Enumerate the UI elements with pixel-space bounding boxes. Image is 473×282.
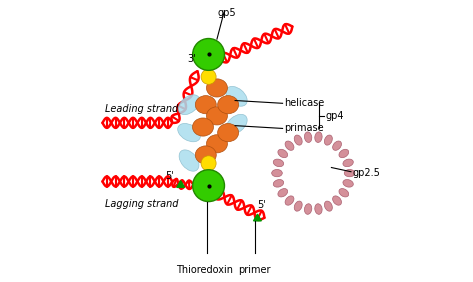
Text: helicase: helicase (284, 98, 324, 108)
Ellipse shape (226, 86, 247, 106)
Text: 5': 5' (257, 200, 266, 210)
Text: primer: primer (238, 265, 271, 275)
Text: primase: primase (284, 124, 324, 133)
Ellipse shape (195, 96, 216, 114)
Ellipse shape (285, 141, 294, 150)
Ellipse shape (218, 124, 238, 142)
Ellipse shape (207, 107, 228, 125)
Ellipse shape (305, 132, 312, 142)
Ellipse shape (273, 159, 284, 167)
Ellipse shape (207, 79, 228, 97)
Circle shape (193, 39, 225, 70)
Polygon shape (177, 181, 184, 187)
Ellipse shape (343, 159, 353, 167)
Ellipse shape (315, 132, 322, 142)
Text: gp2.5: gp2.5 (352, 168, 380, 178)
Ellipse shape (178, 124, 201, 142)
Ellipse shape (339, 189, 349, 197)
Text: 5': 5' (165, 171, 174, 181)
Polygon shape (254, 214, 262, 221)
Circle shape (201, 69, 216, 84)
Ellipse shape (285, 196, 294, 205)
Ellipse shape (294, 135, 302, 145)
Ellipse shape (207, 135, 228, 153)
Ellipse shape (178, 95, 200, 114)
Ellipse shape (333, 141, 342, 150)
Ellipse shape (344, 169, 355, 177)
Ellipse shape (218, 96, 238, 114)
Ellipse shape (333, 196, 342, 205)
Ellipse shape (343, 180, 353, 187)
Ellipse shape (324, 201, 333, 211)
Ellipse shape (195, 146, 216, 164)
Ellipse shape (339, 149, 349, 158)
Ellipse shape (315, 204, 322, 214)
Ellipse shape (272, 169, 282, 177)
Ellipse shape (278, 189, 288, 197)
Text: Lagging strand: Lagging strand (105, 199, 179, 209)
Circle shape (193, 170, 225, 202)
Ellipse shape (226, 114, 247, 134)
Ellipse shape (305, 204, 312, 214)
Ellipse shape (294, 201, 302, 211)
Ellipse shape (324, 135, 333, 145)
Text: gp5: gp5 (218, 8, 236, 18)
Text: Leading strand: Leading strand (105, 104, 178, 114)
Text: Thioredoxin: Thioredoxin (176, 265, 233, 275)
Ellipse shape (193, 118, 213, 136)
Text: gp4: gp4 (326, 111, 344, 121)
Ellipse shape (273, 180, 284, 187)
Ellipse shape (278, 149, 288, 158)
Text: 3': 3' (187, 54, 196, 64)
Circle shape (201, 156, 216, 171)
Ellipse shape (179, 150, 199, 171)
